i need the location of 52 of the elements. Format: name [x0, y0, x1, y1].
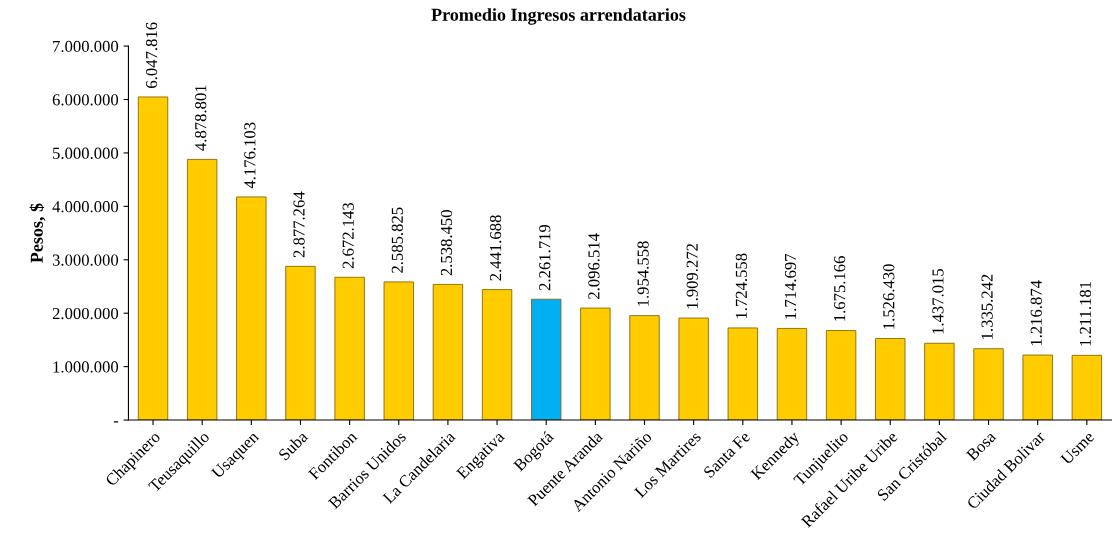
bar: [187, 158, 218, 421]
chart-title: Promedio Ingresos arrendatarios: [431, 8, 686, 25]
data-label: 4.878.801: [195, 85, 207, 151]
bar: [776, 328, 808, 421]
bar: [531, 298, 562, 421]
bar: [432, 284, 464, 421]
data-label: 1.724.558: [735, 253, 748, 319]
y-tick-label: 5.000.000: [53, 147, 119, 159]
y-axis-title: Pesos, $: [29, 203, 46, 263]
bar: [334, 276, 365, 421]
bar: [678, 317, 709, 421]
data-label: 1.211.181: [1079, 281, 1092, 346]
data-label: 1.437.015: [932, 268, 944, 334]
data-label: 1.909.272: [686, 243, 698, 309]
data-label: 2.585.825: [391, 207, 404, 273]
bar: [236, 196, 267, 421]
bar: [973, 348, 1004, 421]
data-label: 4.176.103: [244, 122, 256, 189]
y-tick-label: 6.000.000: [52, 94, 119, 106]
data-label: 1.954.558: [637, 241, 649, 306]
bar: [629, 315, 660, 421]
y-tick-label: 3.000.000: [52, 254, 119, 266]
bar: [727, 327, 758, 421]
data-label: 2.261.719: [539, 224, 551, 291]
data-label: 6.047.816: [145, 22, 158, 88]
data-label: 2.441.688: [489, 215, 502, 281]
data-label: 1.216.874: [1030, 280, 1042, 346]
bar: [481, 289, 513, 421]
y-tick-label: 1.000.000: [53, 361, 119, 373]
x-tick-label: Bosa: [965, 430, 997, 462]
bar: [383, 281, 414, 421]
data-label: 1.335.242: [981, 274, 993, 339]
y-tick-label: 4.000.000: [52, 201, 119, 213]
data-label: 2.096.514: [588, 233, 600, 299]
data-label: 1.714.697: [784, 253, 797, 319]
bar: [875, 338, 906, 421]
x-tick-label: Suba: [277, 429, 309, 461]
y-tick-label: -: [113, 421, 119, 423]
bar: [1022, 354, 1053, 421]
bar: [825, 330, 857, 421]
data-label: 2.538.450: [440, 210, 453, 276]
y-tick-label: 7.000.000: [53, 40, 119, 53]
bar: [137, 96, 169, 421]
bar: [285, 265, 316, 421]
data-label: 2.877.264: [293, 191, 305, 258]
bar: [1071, 354, 1103, 421]
data-label: 1.526.430: [883, 264, 895, 329]
bar: [924, 342, 955, 421]
y-tick-label: 2.000.000: [52, 307, 119, 320]
data-label: 2.672.143: [342, 202, 354, 269]
data-label: 1.675.166: [834, 256, 846, 321]
bar: [580, 307, 611, 421]
